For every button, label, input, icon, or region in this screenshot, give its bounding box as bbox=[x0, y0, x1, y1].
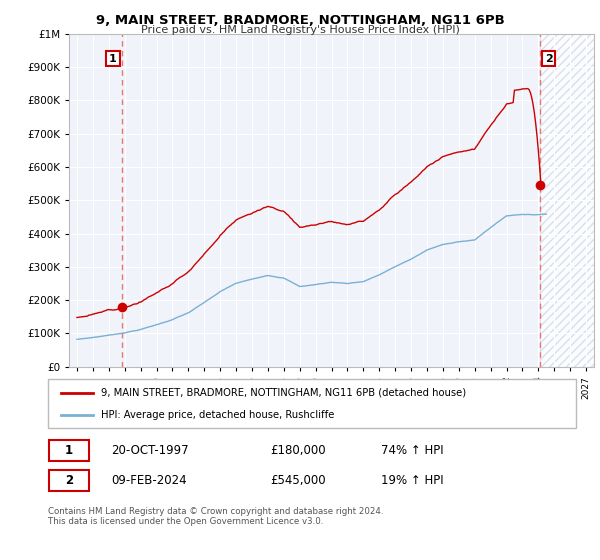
Text: 09-FEB-2024: 09-FEB-2024 bbox=[112, 474, 187, 487]
Bar bbox=[540, 34, 594, 367]
Text: 2: 2 bbox=[65, 474, 73, 487]
Text: Price paid vs. HM Land Registry's House Price Index (HPI): Price paid vs. HM Land Registry's House … bbox=[140, 25, 460, 35]
Text: 74% ↑ HPI: 74% ↑ HPI bbox=[380, 444, 443, 457]
FancyBboxPatch shape bbox=[49, 440, 89, 460]
Text: 20-OCT-1997: 20-OCT-1997 bbox=[112, 444, 189, 457]
Text: 9, MAIN STREET, BRADMORE, NOTTINGHAM, NG11 6PB: 9, MAIN STREET, BRADMORE, NOTTINGHAM, NG… bbox=[95, 14, 505, 27]
Bar bbox=[540, 34, 594, 367]
Text: 1: 1 bbox=[65, 444, 73, 457]
FancyBboxPatch shape bbox=[49, 470, 89, 491]
Text: HPI: Average price, detached house, Rushcliffe: HPI: Average price, detached house, Rush… bbox=[101, 409, 334, 419]
Text: 1: 1 bbox=[109, 54, 117, 64]
Text: £180,000: £180,000 bbox=[270, 444, 325, 457]
Text: 2: 2 bbox=[545, 54, 553, 64]
Text: £545,000: £545,000 bbox=[270, 474, 325, 487]
Text: 19% ↑ HPI: 19% ↑ HPI bbox=[380, 474, 443, 487]
Text: Contains HM Land Registry data © Crown copyright and database right 2024.
This d: Contains HM Land Registry data © Crown c… bbox=[48, 507, 383, 526]
Text: 9, MAIN STREET, BRADMORE, NOTTINGHAM, NG11 6PB (detached house): 9, MAIN STREET, BRADMORE, NOTTINGHAM, NG… bbox=[101, 388, 466, 398]
